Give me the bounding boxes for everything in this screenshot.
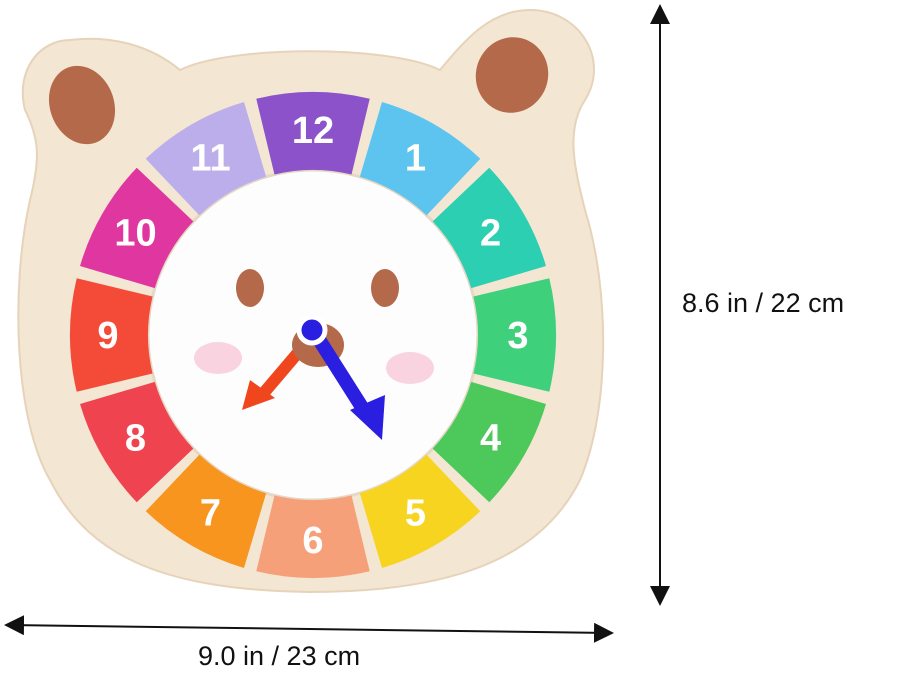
- hour-segment-7[interactable]: [145, 454, 267, 568]
- hour-number-2: 2: [480, 213, 501, 255]
- hour-segment-8[interactable]: [80, 381, 194, 503]
- right-ear: [475, 37, 549, 113]
- hour-segment-6[interactable]: [256, 495, 370, 578]
- hour-number-8: 8: [125, 418, 146, 460]
- width-label: 9.0 in / 23 cm: [198, 641, 361, 671]
- hour-number-1: 1: [405, 137, 426, 179]
- left-eye: [236, 269, 264, 307]
- hour-number-7: 7: [200, 493, 221, 535]
- hour-segment-4[interactable]: [432, 381, 546, 503]
- height-label: 8.6 in / 22 cm: [682, 288, 845, 318]
- hour-segment-12[interactable]: [256, 92, 370, 175]
- hour-number-11: 11: [190, 137, 230, 179]
- hour-number-5: 5: [405, 493, 426, 535]
- right-eye: [371, 269, 399, 307]
- hour-segment-3[interactable]: [473, 278, 556, 392]
- hour-segment-10[interactable]: [80, 167, 194, 289]
- pivot-cap: [296, 314, 328, 346]
- hour-number-12: 12: [292, 110, 334, 152]
- hour-segment-9[interactable]: [70, 278, 153, 392]
- hour-segment-5[interactable]: [359, 454, 481, 568]
- hour-segment-1[interactable]: [359, 102, 481, 216]
- hour-number-6: 6: [302, 520, 323, 562]
- width-arrow: [4, 615, 614, 643]
- hour-segment-11[interactable]: [145, 102, 267, 216]
- left-cheek: [194, 342, 242, 374]
- left-ear: [48, 65, 116, 145]
- hour-number-10: 10: [114, 213, 156, 255]
- minute-hand[interactable]: [306, 323, 385, 440]
- hour-segment-2[interactable]: [432, 167, 546, 289]
- hour-number-4: 4: [480, 418, 501, 460]
- right-cheek: [386, 352, 434, 384]
- hour-number-9: 9: [97, 315, 118, 357]
- hour-number-3: 3: [507, 315, 528, 357]
